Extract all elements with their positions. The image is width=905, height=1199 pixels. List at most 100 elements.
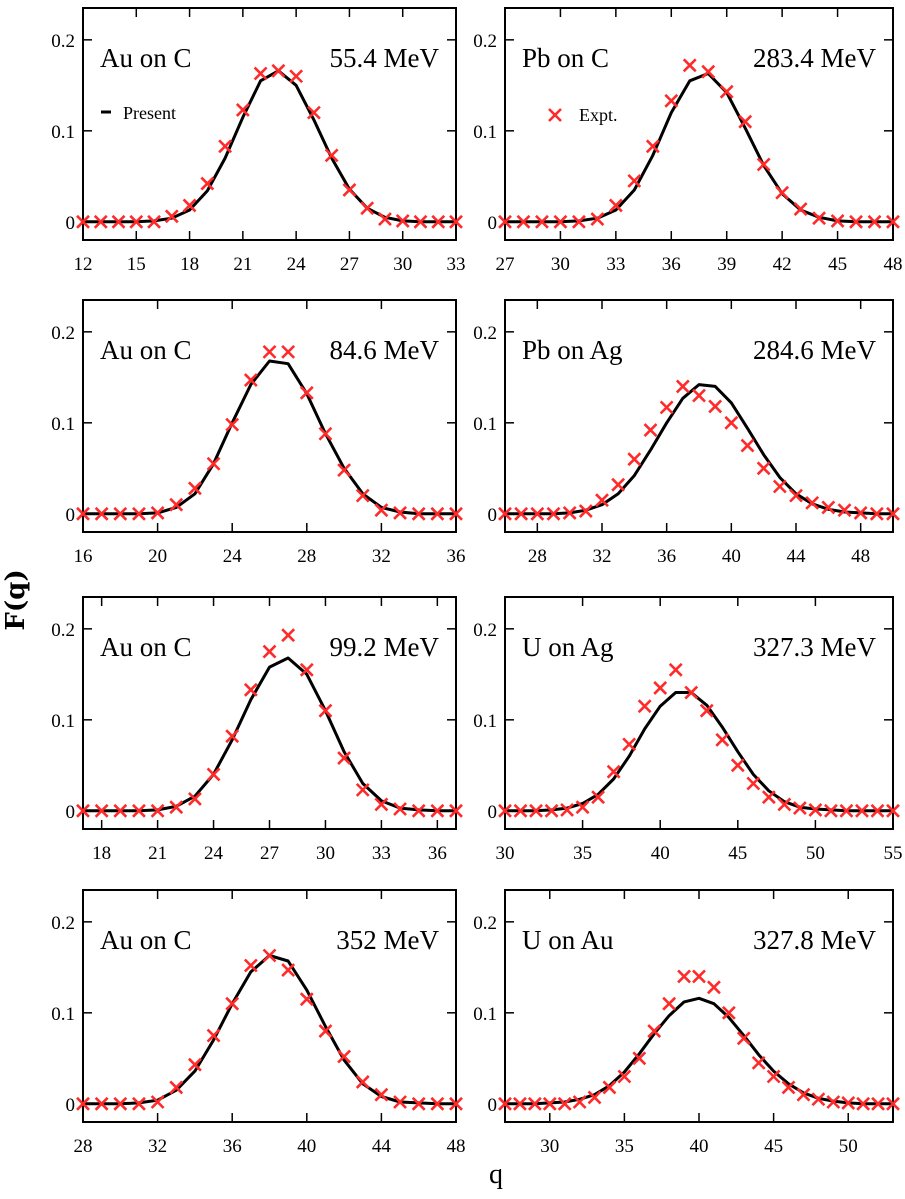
data-point-marker xyxy=(206,1028,221,1043)
data-point-marker xyxy=(578,504,593,518)
y-tick-label: 0.2 xyxy=(51,620,75,641)
data-point-marker xyxy=(719,84,734,99)
data-point-marker xyxy=(611,477,626,492)
chart-panel: 0 0.1 0.2 28 32 36 40 44 48 Au on C 352 MeV xyxy=(51,889,466,1157)
x-tick-label: 20 xyxy=(148,546,167,567)
data-point-marker xyxy=(684,685,699,700)
y-axis-label: F(q) xyxy=(1,569,31,630)
data-point-marker xyxy=(736,1031,751,1046)
y-tick-label: 0 xyxy=(488,505,498,526)
chart-panel: 0 0.1 0.2 28 32 36 40 44 48 Pb on Ag 284.6 MeV xyxy=(473,299,900,567)
data-point-marker xyxy=(498,1096,512,1111)
data-point-marker xyxy=(886,214,900,229)
x-tick-label: 27 xyxy=(340,254,359,275)
plot-frame xyxy=(504,299,894,533)
data-point-marker xyxy=(449,506,463,521)
panel-system-label: Au on C xyxy=(100,43,192,73)
chart-panel: 0 0.1 0.2 30 35 40 45 50 55 U on Ag 327.3 MeV xyxy=(473,596,903,864)
data-point-marker xyxy=(777,797,792,812)
data-point-marker xyxy=(413,214,428,229)
x-tick-label: 35 xyxy=(573,843,592,864)
data-point-marker xyxy=(789,488,803,503)
panel-energy-label: 283.4 MeV xyxy=(753,43,876,73)
x-tick-label: 55 xyxy=(884,843,903,864)
y-tick-label: 0 xyxy=(66,802,76,823)
y-tick-label: 0.1 xyxy=(473,1004,497,1025)
data-point-marker xyxy=(94,1096,109,1111)
x-tick-label: 42 xyxy=(773,254,792,275)
data-point-marker xyxy=(187,481,202,496)
panel-system-label: Au on C xyxy=(100,335,192,365)
x-tick-label: 50 xyxy=(806,843,825,864)
chart-panel: 0 0.1 0.2 27 30 33 36 39 42 45 48 Pb on C 283.4 MeV E… xyxy=(473,7,903,275)
data-point-marker xyxy=(342,183,357,197)
x-tick-label: 30 xyxy=(316,843,335,864)
data-point-marker xyxy=(546,506,561,521)
x-tick-label: 36 xyxy=(428,843,447,864)
data-point-marker xyxy=(527,1096,542,1111)
legend-expt-label: Expt. xyxy=(579,105,618,125)
data-point-marker xyxy=(225,417,240,432)
data-point-marker xyxy=(262,344,277,359)
data-point-marker xyxy=(281,963,296,977)
data-point-marker xyxy=(677,969,691,984)
x-tick-label: 21 xyxy=(233,254,252,275)
x-tick-label: 18 xyxy=(180,254,199,275)
data-point-marker xyxy=(200,176,215,191)
data-point-marker xyxy=(355,782,370,797)
data-point-marker xyxy=(395,213,410,228)
data-point-marker xyxy=(560,802,574,817)
y-tick-label: 0 xyxy=(66,213,76,234)
data-point-marker xyxy=(150,1095,165,1109)
y-tick-label: 0.1 xyxy=(51,122,75,143)
data-point-marker xyxy=(721,1005,736,1020)
data-point-marker xyxy=(206,456,221,471)
data-point-marker xyxy=(132,1096,146,1111)
data-point-marker xyxy=(867,214,882,229)
data-point-marker xyxy=(76,214,90,229)
data-point-marker xyxy=(324,148,339,163)
x-tick-label: 50 xyxy=(839,1136,858,1157)
panel-system-label: Pb on Ag xyxy=(522,335,623,365)
legend-present-label: Present xyxy=(123,103,176,123)
panel-energy-label: 84.6 MeV xyxy=(330,335,440,365)
data-point-marker xyxy=(812,211,827,226)
data-point-marker xyxy=(571,214,586,229)
data-point-marker xyxy=(839,803,854,818)
plot-frame xyxy=(504,596,894,830)
data-point-marker xyxy=(111,214,126,229)
x-tick-label: 27 xyxy=(496,254,515,275)
data-point-marker xyxy=(360,201,375,216)
x-tick-label: 40 xyxy=(690,1136,709,1157)
data-point-marker xyxy=(132,506,146,521)
data-point-marker xyxy=(756,461,771,476)
chart-panel: 0 0.1 0.2 16 20 24 28 32 36 Au on C 84.6 MeV xyxy=(51,299,466,567)
data-point-marker xyxy=(306,105,321,120)
panel-system-label: Au on C xyxy=(100,925,192,955)
data-point-marker xyxy=(591,790,606,805)
data-point-marker xyxy=(617,1069,632,1084)
data-point-marker xyxy=(225,996,240,1011)
panel-energy-label: 327.3 MeV xyxy=(753,632,876,662)
y-tick-label: 0 xyxy=(488,802,498,823)
data-point-marker xyxy=(837,503,852,518)
x-tick-label: 24 xyxy=(287,254,307,275)
data-point-marker xyxy=(513,1096,527,1111)
x-tick-label: 36 xyxy=(447,546,466,567)
y-tick-label: 0.1 xyxy=(51,414,75,435)
x-tick-label: 33 xyxy=(372,843,391,864)
data-point-marker xyxy=(262,644,277,659)
data-point-marker xyxy=(886,803,900,818)
panel-system-label: U on Au xyxy=(522,925,614,955)
data-point-marker xyxy=(627,173,642,188)
data-point-marker xyxy=(243,958,258,973)
data-point-marker xyxy=(498,506,512,521)
data-point-marker xyxy=(849,214,863,229)
data-point-marker xyxy=(553,214,568,229)
x-tick-label: 45 xyxy=(764,1136,783,1157)
data-point-marker xyxy=(796,1087,811,1102)
data-point-marker xyxy=(886,1096,900,1111)
data-point-marker xyxy=(824,803,838,818)
data-point-marker xyxy=(374,1087,389,1102)
y-tick-label: 0.2 xyxy=(473,620,497,641)
